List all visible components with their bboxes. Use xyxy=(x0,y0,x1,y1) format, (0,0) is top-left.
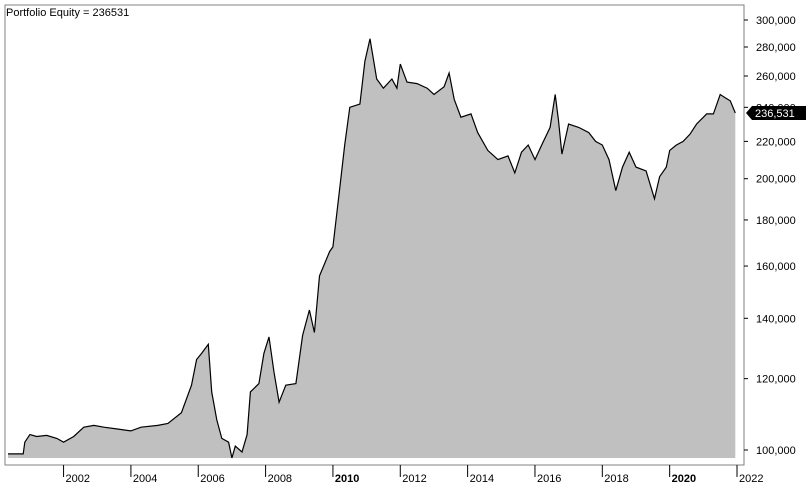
x-tick-label: 2014 xyxy=(470,473,494,485)
x-axis: 2002 2004 2006 2008 2010 2012 2014 2016 2018 2020… xyxy=(63,465,763,485)
y-tick-label: 160,000 xyxy=(756,261,796,273)
y-tick-label: 180,000 xyxy=(756,215,796,227)
x-tick-label: 2022 xyxy=(739,473,763,485)
y-tick-label: 200,000 xyxy=(756,174,796,186)
last-value-marker: 236,531 xyxy=(746,106,806,121)
plot-area xyxy=(4,4,745,466)
x-tick-label: 2012 xyxy=(402,473,426,485)
y-tick-label: 140,000 xyxy=(756,313,796,325)
x-tick-label: 2018 xyxy=(604,473,628,485)
y-tick-label: 220,000 xyxy=(756,136,796,148)
chart-title: Portfolio Equity = 236531 xyxy=(6,7,129,19)
x-tick-label: 2010 xyxy=(335,473,359,485)
x-tick-label: 2004 xyxy=(133,473,157,485)
x-tick-label: 2002 xyxy=(66,473,90,485)
equity-line xyxy=(8,38,736,459)
equity-area xyxy=(8,38,736,458)
y-tick-label: 100,000 xyxy=(756,445,796,457)
last-value-tag xyxy=(746,106,806,121)
x-tick-label: 2006 xyxy=(200,473,224,485)
y-tick-label: 300,000 xyxy=(756,15,796,27)
y-tick-label: 260,000 xyxy=(756,71,796,83)
plot-frame xyxy=(4,4,745,466)
y-tick-label: 280,000 xyxy=(756,42,796,54)
x-tick-label: 2016 xyxy=(537,473,561,485)
last-value-label: 236,531 xyxy=(755,108,795,120)
y-tick-label: 120,000 xyxy=(756,374,796,386)
x-tick-label: 2008 xyxy=(268,473,292,485)
x-tick-label: 2020 xyxy=(672,473,696,485)
